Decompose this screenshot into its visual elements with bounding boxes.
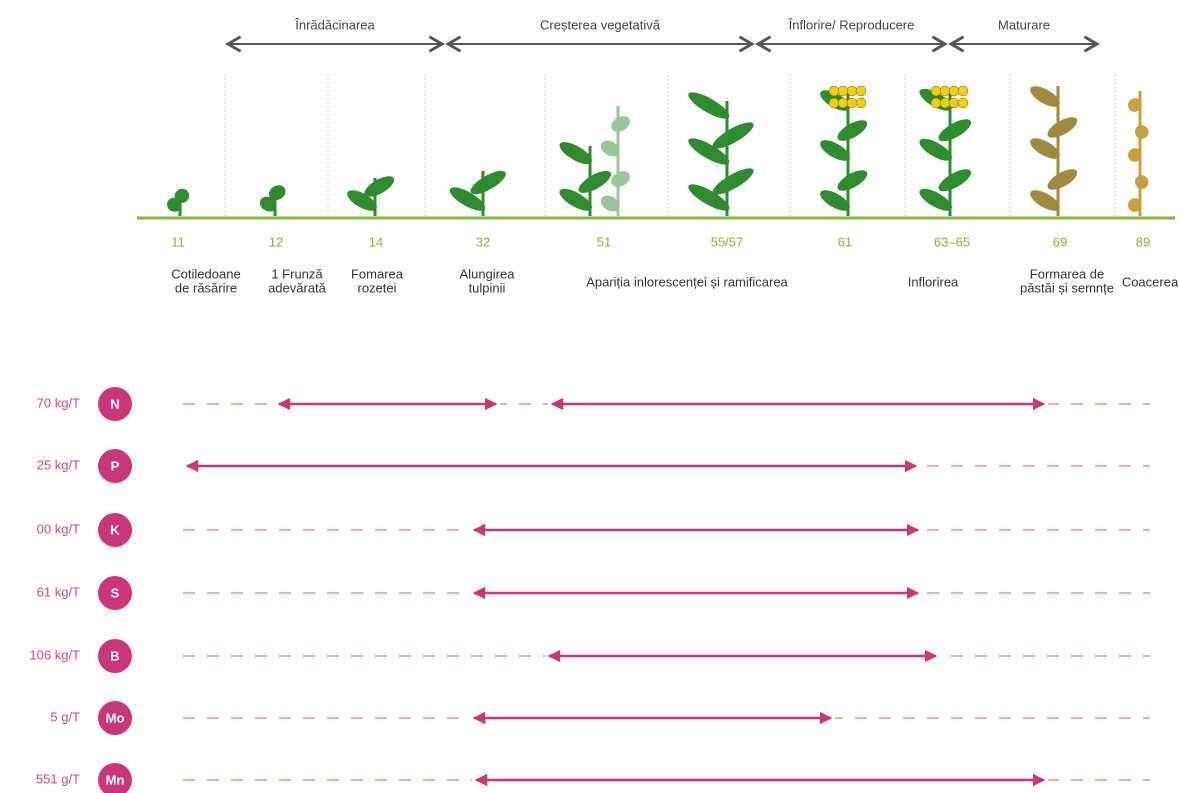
stage-label: 1 Frunză [271, 266, 323, 281]
phase-label: Înrădăcinarea [294, 17, 375, 32]
stage-code: 14 [369, 234, 383, 249]
flower [940, 86, 950, 96]
stage-label: Fomarea [351, 266, 404, 281]
nutrient-symbol: S [111, 585, 120, 600]
stage-label: Apariția inlorescenței și ramificarea [586, 274, 788, 289]
plant-leaf [1132, 123, 1151, 142]
nutrient-symbol: K [110, 522, 120, 537]
flower [829, 98, 839, 108]
nutrient-amount: 551 g/T [36, 771, 80, 786]
stage-label: de răsărire [175, 280, 237, 295]
plant-leaf [1044, 165, 1080, 194]
stage-label: rozetei [357, 280, 396, 295]
stage-label: tulpinii [469, 280, 506, 295]
phase-label: Înflorire/ Reproducere [788, 17, 915, 32]
stage-label: Alungirea [460, 266, 516, 281]
plant-leaf [1044, 113, 1080, 142]
flower [838, 86, 848, 96]
flower [958, 98, 968, 108]
phase-label: Maturare [998, 17, 1050, 32]
plant-leaf [467, 166, 509, 198]
plant-leaf [685, 88, 732, 123]
flower [931, 86, 941, 96]
nutrient-symbol: Mo [106, 710, 125, 725]
plant-leaf [935, 165, 974, 195]
flower [940, 98, 950, 108]
flower [856, 98, 866, 108]
stage-label: Inflorirea [908, 274, 959, 289]
nutrient-amount: 5 g/T [50, 709, 80, 724]
plant-leaf [834, 116, 870, 145]
nutrient-symbol: N [110, 396, 119, 411]
plant-leaf [608, 113, 632, 135]
stage-code: 51 [597, 234, 611, 249]
nutrient-amount: 61 kg/T [37, 584, 80, 599]
stage-code: 89 [1136, 234, 1150, 249]
diagram: Înrădăcinarea Creșterea vegetativă Înflori… [0, 0, 1180, 793]
nutrient-amount: 106 kg/T [29, 647, 80, 662]
nutrient-symbol: P [111, 458, 120, 473]
stage-code: 12 [269, 234, 283, 249]
phase-label: Creșterea vegetativă [540, 17, 661, 32]
flower [949, 98, 959, 108]
plant-leaf [1132, 173, 1151, 192]
plant-leaf [608, 168, 632, 190]
flower [949, 86, 959, 96]
flower [847, 86, 857, 96]
plant-leaf [709, 164, 756, 199]
plant-leaf [834, 166, 870, 195]
flower [829, 86, 839, 96]
stage-code: 63–65 [934, 234, 970, 249]
flower [847, 98, 857, 108]
plant-leaf [709, 118, 756, 153]
stage-code: 11 [171, 234, 185, 249]
stage-label: păstăi și semnțe [1020, 280, 1114, 295]
nutrient-amount: 70 kg/T [37, 395, 80, 410]
flower [838, 98, 848, 108]
stage-code: 32 [476, 234, 490, 249]
nutrient-symbol: Mn [106, 772, 125, 787]
plant-leaf [575, 167, 614, 197]
stage-code: 55/57 [711, 234, 744, 249]
stage-label: Formarea de [1030, 266, 1104, 281]
flower [931, 98, 941, 108]
flower [856, 86, 866, 96]
stage-label: adevărată [268, 280, 327, 295]
flower [958, 86, 968, 96]
nutrient-symbol: B [110, 648, 119, 663]
plant-leaf [935, 115, 974, 145]
stage-code: 61 [838, 234, 852, 249]
stage-label: Coacerea [1122, 274, 1179, 289]
stage-label: Cotiledoane [171, 266, 240, 281]
nutrient-amount: 25 kg/T [37, 457, 80, 472]
stage-code: 69 [1053, 234, 1067, 249]
nutrient-amount: 00 kg/T [37, 521, 80, 536]
